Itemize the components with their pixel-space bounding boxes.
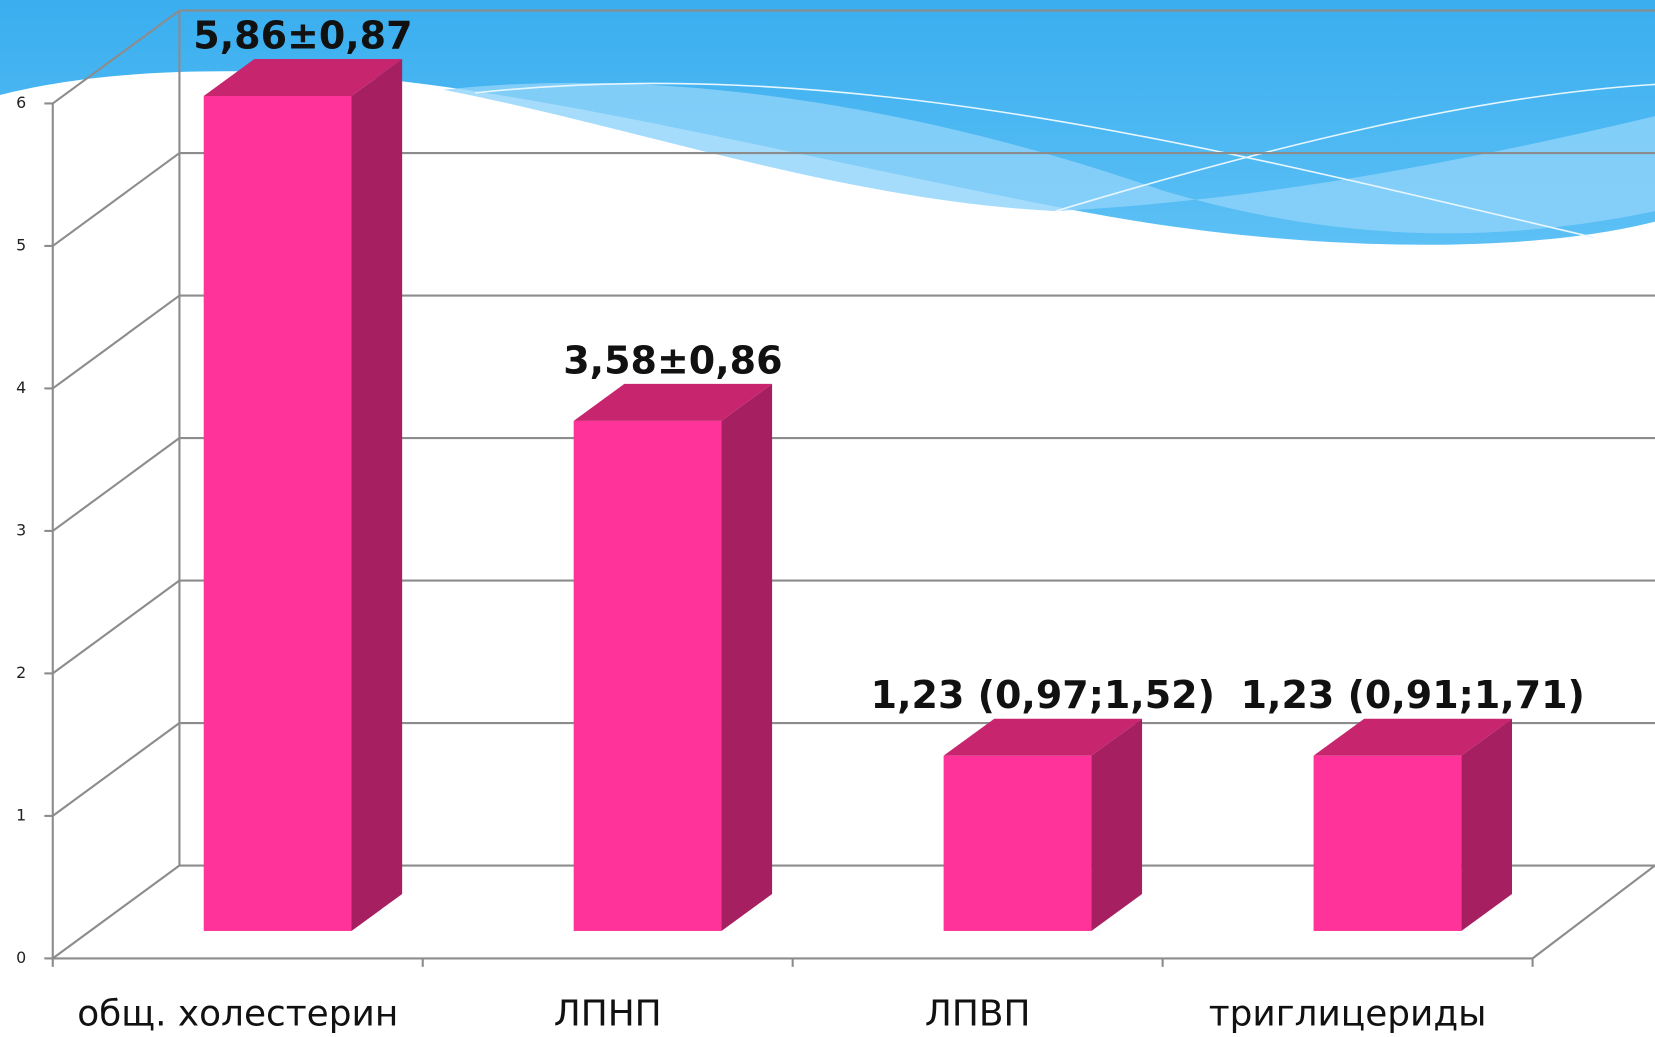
bar-side [1461, 719, 1512, 931]
x-tick-label: триглицериды [1209, 993, 1487, 1034]
chart: 0 1 2 3 4 5 6 общ. холестерин 5,86±0,87 ЛПНП 3,58±… [0, 0, 1655, 1037]
value-label: 1,23 (0,91;1,71) [1241, 673, 1585, 717]
grid-line-side [53, 581, 180, 674]
grid-line-side [53, 153, 180, 246]
page: {"chart_data": {"type": "bar3d", "catego… [0, 0, 1655, 1037]
bar-side [721, 384, 772, 931]
value-label: 3,58±0,86 [563, 338, 782, 382]
grid-line-side [53, 866, 180, 959]
value-label: 1,23 (0,97;1,52) [871, 673, 1215, 717]
grid-line-side [53, 723, 180, 816]
grid-line-side [53, 296, 180, 389]
y-tick-label: 1 [16, 805, 26, 824]
y-tick-label: 3 [16, 520, 26, 539]
floor-edge [1533, 866, 1655, 959]
bar [944, 756, 1092, 931]
bar-side [1091, 719, 1142, 931]
value-label: 5,86±0,87 [193, 13, 412, 57]
x-tick-label: ЛПНП [554, 993, 662, 1034]
x-tick-label: ЛПВП [925, 993, 1031, 1034]
plot: 0 1 2 3 4 5 6 общ. холестерин 5,86±0,87 ЛПНП 3,58±… [0, 0, 1655, 1034]
grid-line-side [53, 438, 180, 531]
y-tick-label: 5 [16, 235, 26, 254]
y-tick-label: 0 [16, 948, 26, 967]
bar-side [351, 59, 402, 931]
y-tick-label: 4 [16, 378, 26, 397]
bar [574, 421, 722, 931]
x-tick-label: общ. холестерин [77, 993, 398, 1034]
y-tick-label: 6 [16, 93, 26, 112]
bar [204, 96, 352, 931]
y-tick-label: 2 [16, 663, 26, 682]
bar [1314, 756, 1462, 931]
